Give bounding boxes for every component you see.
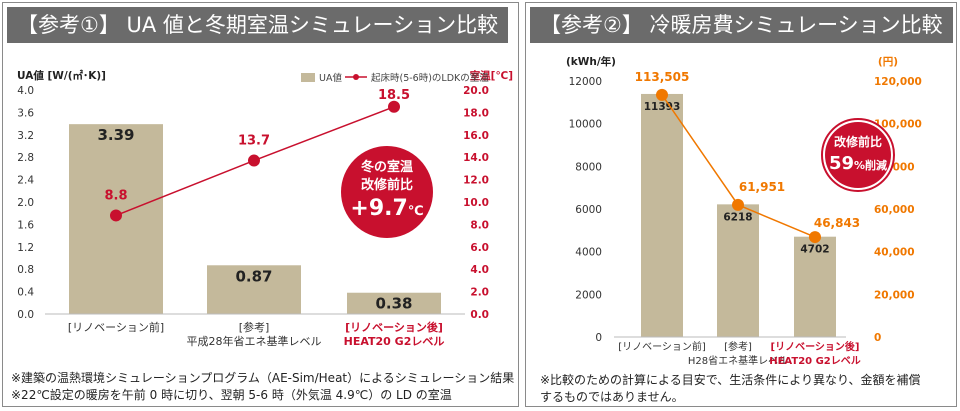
- bar-value-label: 6218: [723, 211, 752, 223]
- legend-bar-label: UA値: [319, 72, 342, 84]
- line-value-label: 8.8: [104, 188, 127, 203]
- y2-tick-label: 120,000: [874, 76, 922, 88]
- y-tick-label: 0.0: [17, 309, 34, 321]
- line-point: [732, 198, 744, 211]
- y2-tick-label: 8.0: [470, 219, 489, 231]
- line-value-label: 61,951: [739, 180, 785, 194]
- y2-tick-label: 6.0: [470, 242, 489, 254]
- y-tick-label: 0.4: [17, 287, 34, 299]
- bar-value-label: 3.39: [97, 126, 134, 144]
- left-note-1: ※建築の温熱環境シミュレーションプログラム（AE-Sim/Heat）によるシミュ…: [11, 371, 515, 385]
- line-point: [110, 209, 122, 222]
- right-note-1: ※比較のための計算による目安で、生活条件により異なり、金額を補償: [540, 373, 921, 387]
- line-value-label: 113,505: [635, 70, 690, 84]
- y-tick-label: 1.6: [17, 219, 34, 231]
- bar-value-label: 0.38: [375, 295, 412, 313]
- y2-tick-label: 2.0: [470, 287, 489, 299]
- y2-tick-label: 20.0: [463, 85, 489, 97]
- callout-value: 59%削減: [829, 153, 887, 174]
- callout-line1: 冬の室温: [361, 159, 413, 175]
- y2-tick-label: 10.0: [463, 197, 489, 209]
- left-panel: 【参考①】 UA 値と冬期室温シミュレーション比較 4.0 3.6 3.2 2.8 2.…: [2, 2, 519, 407]
- y2-tick-label: 0: [874, 332, 881, 344]
- y-tick-label: 3.2: [17, 130, 34, 142]
- left-chart: 4.0 3.6 3.2 2.8 2.4 2.0 1.6 1.2 0.8 0.4 0.0 20.0 18.…: [17, 69, 513, 348]
- y-tick-label: 4.0: [17, 85, 34, 97]
- y-tick-label: 1.2: [17, 242, 34, 254]
- category-label: [リノベーション前]: [68, 320, 164, 334]
- bar: [207, 265, 301, 314]
- y2-axis-title: (円): [878, 56, 898, 68]
- y-tick-label: 2.8: [17, 152, 34, 164]
- legend-line-label: 起床時(5-6時)のLDKの室温: [371, 72, 489, 84]
- callout-unit: ℃: [408, 204, 424, 219]
- y-tick-label: 6000: [575, 204, 602, 216]
- y-tick-label: 2.0: [17, 197, 34, 209]
- y2-tick-label: 20,000: [874, 289, 915, 301]
- y2-tick-label: 40,000: [874, 247, 915, 259]
- category-sublabel: HEAT20 G2レベル: [769, 355, 861, 367]
- bar: [717, 204, 759, 337]
- y-tick-label: 4000: [575, 247, 602, 259]
- category-sublabel: H28省エネ基準レベル: [688, 354, 788, 367]
- y2-tick-label: 60,000: [874, 204, 915, 216]
- right-chart: 12000 10000 8000 6000 4000 2000 0 120,000 100,00…: [566, 55, 922, 367]
- y2-tick-label: 0.0: [470, 309, 489, 321]
- right-panel-title: 【参考②】 冷暖房費シミュレーション比較: [530, 7, 953, 43]
- left-note-2: ※22℃設定の暖房を午前 0 時に切り、翌朝 5-6 時（外気温 4.9℃）の …: [11, 388, 452, 402]
- right-panel: 【参考②】 冷暖房費シミュレーション比較 12000 10000 8000 6000 4…: [525, 2, 957, 407]
- y2-tick-label: 16.0: [463, 130, 489, 142]
- y-tick-label: 2.4: [17, 175, 34, 187]
- y2-tick-label: 4.0: [470, 264, 489, 276]
- y-tick-label: 0: [595, 332, 602, 344]
- category-label: [参考]: [724, 340, 752, 353]
- right-note-2: するものではありません。: [540, 390, 684, 404]
- callout-line2: 改修前比: [361, 177, 413, 193]
- legend-bar-swatch: [301, 73, 315, 82]
- bar-value-label: 11393: [644, 101, 681, 113]
- line-value-label: 46,843: [814, 216, 860, 230]
- category-label: [リノベーション後]: [771, 340, 860, 353]
- y-tick-label: 2000: [575, 289, 602, 301]
- left-panel-title: 【参考①】 UA 値と冬期室温シミュレーション比較: [7, 7, 509, 43]
- line-value-label: 18.5: [378, 88, 410, 103]
- callout-line1: 改修前比: [834, 134, 882, 149]
- line-value-label: 13.7: [238, 134, 270, 149]
- bar: [347, 292, 441, 314]
- left-notes: ※建築の温熱環境シミュレーションプログラム（AE-Sim/Heat）によるシミュ…: [11, 370, 514, 404]
- line-point: [809, 231, 821, 244]
- callout-badge: [341, 146, 433, 238]
- bar: [641, 93, 683, 337]
- category-label: [リノベーション後]: [345, 320, 443, 334]
- y2-tick-label: 18.0: [463, 107, 489, 119]
- y-tick-label: 0.8: [17, 264, 34, 276]
- y-tick-label: 8000: [575, 161, 602, 173]
- line-point: [248, 154, 260, 167]
- bar-value-label: 0.87: [235, 267, 272, 285]
- right-notes: ※比較のための計算による目安で、生活条件により異なり、金額を補償 するものではあ…: [540, 372, 921, 406]
- bar: [794, 236, 836, 337]
- y2-axis-title: 室温[℃]: [470, 69, 513, 82]
- y2-tick-label: 14.0: [463, 152, 489, 164]
- callout-unit: %削減: [854, 158, 887, 172]
- y-tick-label: 12000: [569, 76, 602, 88]
- callout-badge: [825, 122, 891, 188]
- y2-tick-label: 100,000: [874, 119, 922, 131]
- y-axis-title: UA値 [W/(㎡･K)]: [17, 69, 106, 82]
- category-label: [リノベーション前]: [618, 340, 706, 353]
- y-tick-label: 3.6: [17, 107, 34, 119]
- category-label: [参考]: [239, 320, 270, 334]
- y-axis-title: (kWh/年): [566, 55, 616, 68]
- line-point: [656, 88, 668, 101]
- category-sublabel: 平成28年省エネ基準レベル: [187, 334, 322, 348]
- y-tick-label: 10000: [569, 119, 602, 131]
- bar-value-label: 4702: [800, 244, 829, 256]
- legend-line-marker: [353, 74, 359, 80]
- line-point: [388, 100, 400, 113]
- y2-tick-label: 12.0: [463, 175, 489, 187]
- category-sublabel: HEAT20 G2レベル: [344, 335, 445, 348]
